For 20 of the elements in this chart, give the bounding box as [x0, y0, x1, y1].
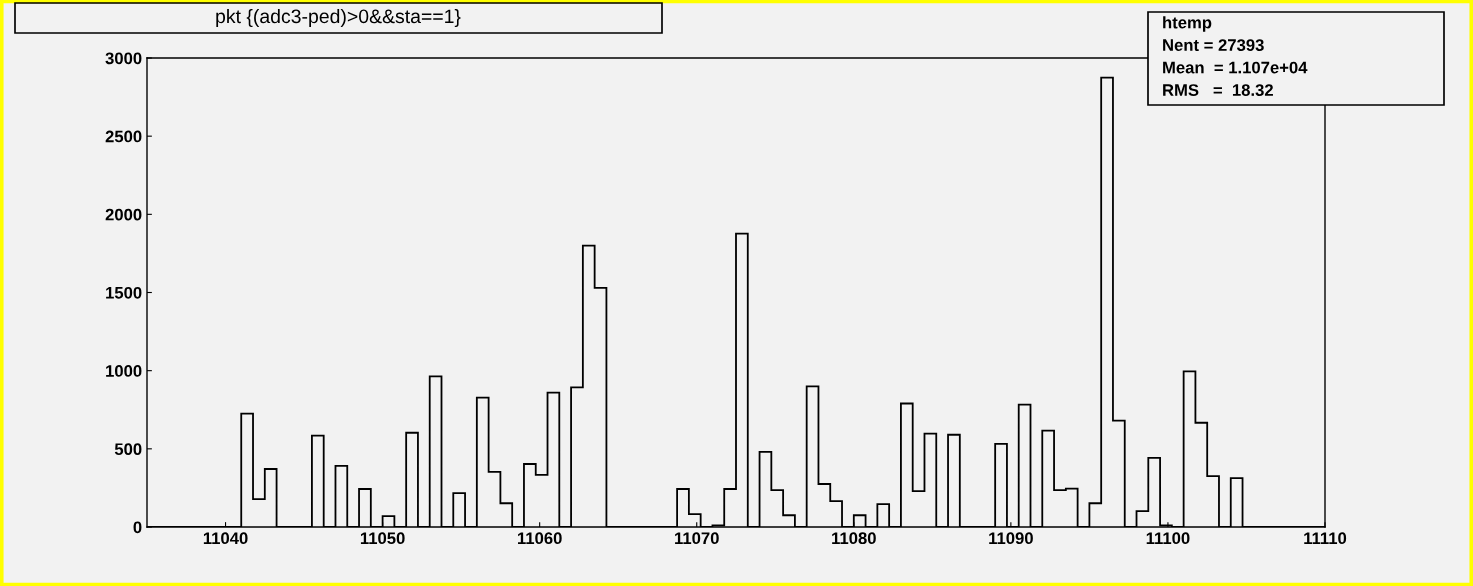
y-tick-label: 1000 — [106, 365, 142, 377]
x-tick-label: 11090 — [989, 532, 1033, 545]
x-tick-label: 11040 — [203, 532, 248, 545]
x-tick-label: 11080 — [832, 532, 876, 545]
annotation: Mean = 1.107e+04 — [1163, 61, 1308, 74]
text: Nent = 27393 — [1163, 39, 1264, 51]
y-tick-label: 2500 — [105, 130, 142, 143]
y-tick-label: 500 — [114, 443, 142, 456]
chart-title: pkt {(adc3-ped)>0&&sta==1} — [216, 8, 461, 28]
x-tick-label: 11070 — [675, 532, 719, 545]
y-tick-label: 1500 — [106, 286, 142, 299]
annotation: RMS = 18.32 — [1163, 84, 1273, 96]
x-tick-label: 11110 — [1304, 532, 1347, 545]
text: htemp — [1163, 16, 1212, 32]
x-tick-label: 11050 — [360, 532, 405, 545]
x-tick-label: 11100 — [1146, 532, 1190, 545]
y-tick-label: 3000 — [105, 52, 142, 65]
y-tick-label: 2000 — [105, 208, 142, 221]
y-tick-label: 0 — [133, 521, 142, 534]
x-tick-label: 11060 — [518, 532, 562, 545]
